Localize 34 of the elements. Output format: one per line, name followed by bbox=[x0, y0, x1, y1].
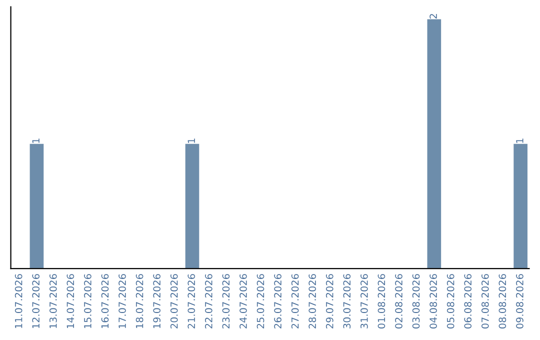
data-label: 2 bbox=[430, 14, 437, 19]
x-tick-label: 30.07.2026 bbox=[343, 274, 351, 328]
x-tick-label: 19.07.2026 bbox=[153, 274, 160, 328]
x-tick-label: 13.07.2026 bbox=[49, 274, 57, 328]
x-tick-label: 28.07.2026 bbox=[308, 274, 316, 328]
x-tick-label: 15.07.2026 bbox=[84, 274, 92, 328]
data-label: 1 bbox=[516, 138, 524, 143]
x-tick-label: 31.07.2026 bbox=[360, 274, 368, 328]
data-label: 1 bbox=[188, 138, 195, 143]
x-tick-label: 27.07.2026 bbox=[291, 274, 299, 328]
x-tick-label: 07.08.2026 bbox=[481, 274, 489, 328]
x-tick-label: 18.07.2026 bbox=[136, 274, 144, 328]
x-tick-label: 22.07.2026 bbox=[204, 274, 212, 328]
x-tick-label: 01.08.2026 bbox=[378, 274, 386, 328]
x-tick-label: 23.07.2026 bbox=[222, 274, 230, 328]
x-tick-label: 05.08.2026 bbox=[446, 274, 454, 328]
x-tick-label: 25.07.2026 bbox=[256, 274, 264, 328]
x-tick-label: 14.07.2026 bbox=[66, 274, 74, 328]
x-tick-label: 11.07.2026 bbox=[14, 274, 22, 328]
x-tick-label: 17.07.2026 bbox=[118, 274, 126, 328]
data-label: 1 bbox=[32, 138, 40, 143]
x-tick-label: 04.08.2026 bbox=[430, 274, 437, 328]
x-tick-label: 02.08.2026 bbox=[395, 274, 402, 328]
x-tick-label: 24.07.2026 bbox=[240, 274, 247, 328]
x-tick-label: 26.07.2026 bbox=[274, 274, 282, 328]
x-tick-label: 16.07.2026 bbox=[101, 274, 109, 328]
x-tick-label: 29.07.2026 bbox=[326, 274, 334, 328]
x-tick-label: 09.08.2026 bbox=[516, 274, 524, 328]
x-tick-label: 03.08.2026 bbox=[412, 274, 420, 328]
x-tick-label: 12.07.2026 bbox=[32, 274, 40, 328]
x-tick-label: 08.08.2026 bbox=[498, 274, 506, 328]
x-tick-label: 06.08.2026 bbox=[464, 274, 472, 328]
x-tick-label: 21.07.2026 bbox=[188, 274, 196, 328]
x-tick-label: 20.07.2026 bbox=[170, 274, 178, 328]
